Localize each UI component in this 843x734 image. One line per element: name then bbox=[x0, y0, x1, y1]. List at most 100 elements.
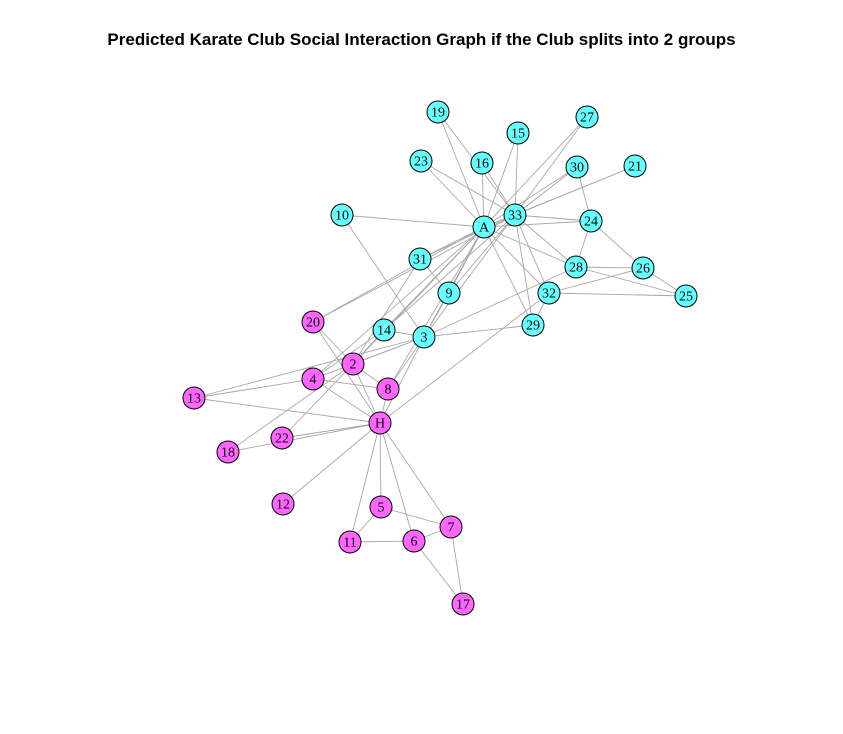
node-label-28: 28 bbox=[569, 261, 583, 276]
node-circle-30 bbox=[565, 155, 589, 179]
node-24: 24 bbox=[579, 209, 603, 233]
edge-33-14 bbox=[383, 214, 516, 331]
node-18: 18 bbox=[216, 440, 240, 464]
node-circle-33 bbox=[503, 203, 527, 227]
node-circle-20 bbox=[301, 310, 325, 334]
node-label-7: 7 bbox=[448, 521, 455, 536]
edge-6-17 bbox=[413, 540, 464, 605]
edge-A-8 bbox=[387, 226, 485, 390]
edge-H-7 bbox=[379, 422, 452, 528]
edge-H-13 bbox=[193, 397, 381, 424]
node-25: 25 bbox=[674, 284, 698, 308]
node-label-33: 33 bbox=[508, 209, 522, 224]
node-label-2: 2 bbox=[350, 358, 357, 373]
node-circle-15 bbox=[506, 121, 530, 145]
edge-33-15 bbox=[514, 132, 519, 216]
node-28: 28 bbox=[564, 255, 588, 279]
edge-33-24 bbox=[514, 214, 592, 222]
edge-H-22 bbox=[281, 422, 381, 439]
node-label-5: 5 bbox=[378, 501, 385, 516]
node-32: 32 bbox=[537, 281, 561, 305]
node-circle-9 bbox=[437, 281, 461, 305]
edge-33-30 bbox=[514, 166, 578, 216]
edge-33-29 bbox=[514, 214, 534, 326]
node-label-26: 26 bbox=[636, 262, 650, 277]
edge-A-15 bbox=[483, 132, 519, 228]
node-circle-H bbox=[368, 411, 392, 435]
edge-29-3 bbox=[423, 324, 534, 338]
node-label-17: 17 bbox=[456, 598, 470, 613]
node-26: 26 bbox=[631, 256, 655, 280]
edge-A-32 bbox=[483, 226, 550, 294]
node-8: 8 bbox=[376, 377, 400, 401]
node-label-13: 13 bbox=[187, 392, 201, 407]
edge-H-11 bbox=[349, 422, 381, 543]
edge-33-21 bbox=[514, 165, 636, 216]
node-circle-A bbox=[472, 215, 496, 239]
node-circle-11 bbox=[338, 530, 362, 554]
edge-H-6 bbox=[379, 422, 415, 542]
node-circle-10 bbox=[330, 203, 354, 227]
node-circle-26 bbox=[631, 256, 655, 280]
node-label-12: 12 bbox=[276, 498, 290, 513]
node-circle-32 bbox=[537, 281, 561, 305]
edge-A-30 bbox=[483, 166, 578, 228]
node-circle-6 bbox=[402, 529, 426, 553]
node-2: 2 bbox=[341, 352, 365, 376]
edge-A-27 bbox=[483, 116, 588, 228]
edge-26-32 bbox=[548, 267, 644, 294]
node-22: 22 bbox=[270, 426, 294, 450]
node-6: 6 bbox=[402, 529, 426, 553]
edge-H-18 bbox=[227, 422, 381, 453]
node-label-4: 4 bbox=[310, 373, 317, 388]
node-19: 19 bbox=[426, 100, 450, 124]
node-31: 31 bbox=[408, 247, 432, 271]
node-circle-7 bbox=[439, 515, 463, 539]
edge-A-29 bbox=[483, 226, 534, 326]
node-circle-27 bbox=[575, 105, 599, 129]
node-label-19: 19 bbox=[431, 106, 445, 121]
edge-H-5 bbox=[379, 422, 382, 508]
node-label-27: 27 bbox=[580, 111, 594, 126]
node-circle-12 bbox=[271, 492, 295, 516]
edge-2-22 bbox=[281, 363, 354, 439]
edge-3-H bbox=[379, 336, 425, 424]
node-label-18: 18 bbox=[221, 446, 235, 461]
node-label-30: 30 bbox=[570, 161, 584, 176]
node-label-23: 23 bbox=[414, 155, 428, 170]
node-circle-23 bbox=[409, 149, 433, 173]
node-circle-17 bbox=[451, 592, 475, 616]
edge-A-4 bbox=[312, 226, 485, 380]
node-label-29: 29 bbox=[526, 319, 540, 334]
node-H: H bbox=[368, 411, 392, 435]
graph-title: Predicted Karate Club Social Interaction… bbox=[107, 30, 736, 49]
node-circle-8 bbox=[376, 377, 400, 401]
node-30: 30 bbox=[565, 155, 589, 179]
edge-31-2 bbox=[352, 258, 421, 365]
node-10: 10 bbox=[330, 203, 354, 227]
node-circle-5 bbox=[369, 495, 393, 519]
node-29: 29 bbox=[521, 313, 545, 337]
edge-H-12 bbox=[282, 422, 381, 505]
node-23: 23 bbox=[409, 149, 433, 173]
edge-32-H bbox=[379, 292, 550, 424]
node-circle-22 bbox=[270, 426, 294, 450]
node-label-3: 3 bbox=[421, 331, 428, 346]
node-circle-14 bbox=[372, 318, 396, 342]
node-label-A: A bbox=[479, 221, 490, 236]
edge-33-3 bbox=[423, 214, 516, 338]
edge-4-13 bbox=[193, 378, 314, 399]
edge-25-32 bbox=[548, 292, 687, 297]
edge-33-23 bbox=[420, 160, 516, 216]
node-14: 14 bbox=[372, 318, 396, 342]
node-circle-18 bbox=[216, 440, 240, 464]
node-label-10: 10 bbox=[335, 209, 349, 224]
edge-2-18 bbox=[227, 363, 354, 453]
node-circle-29 bbox=[521, 313, 545, 337]
node-circle-4 bbox=[301, 367, 325, 391]
node-label-14: 14 bbox=[377, 324, 391, 339]
edge-33-27 bbox=[514, 116, 588, 216]
edge-A-19 bbox=[437, 111, 485, 228]
edge-25-28 bbox=[575, 266, 687, 297]
